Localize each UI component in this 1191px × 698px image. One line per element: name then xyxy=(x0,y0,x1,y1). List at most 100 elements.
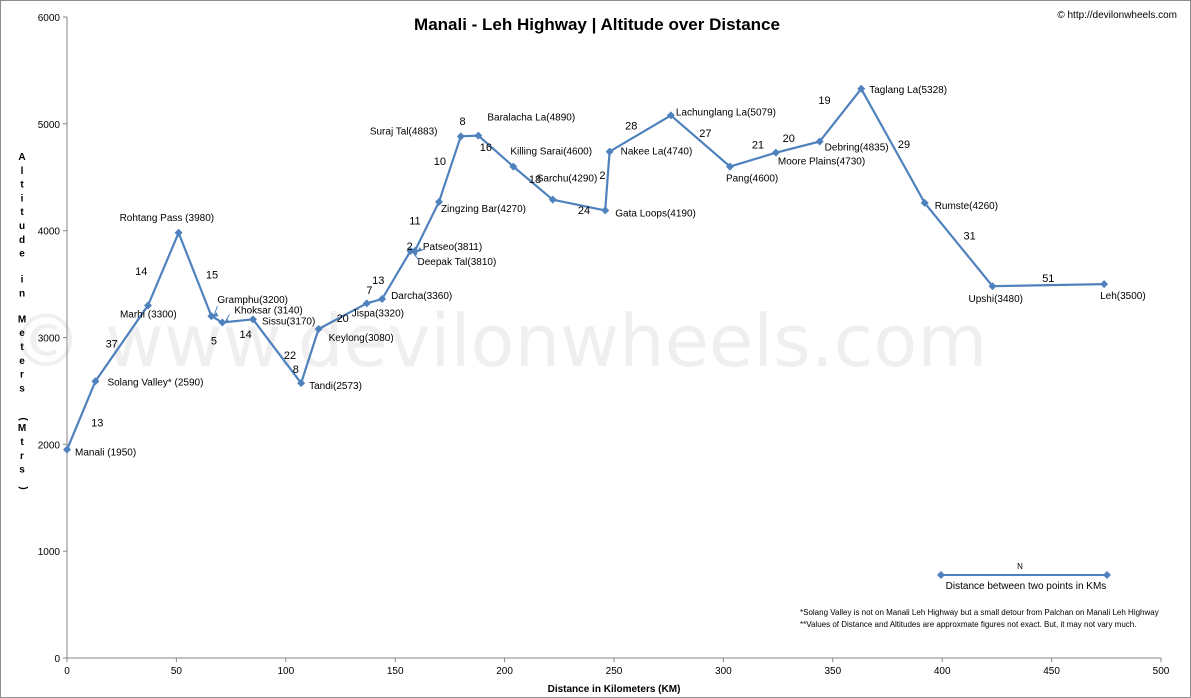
data-point xyxy=(297,379,306,388)
segment-distance-label: 24 xyxy=(578,205,590,217)
segment-distance-label: 18 xyxy=(529,174,541,186)
data-point xyxy=(548,195,557,204)
data-point xyxy=(378,295,387,304)
data-point xyxy=(666,111,675,120)
x-tick-label: 400 xyxy=(934,666,951,677)
x-tick-label: 500 xyxy=(1153,666,1170,677)
data-point xyxy=(362,299,371,308)
y-tick-label: 6000 xyxy=(38,13,61,24)
axis-ticks: 0 50 100 150 200 250 300 350 400 450 5000100020003… xyxy=(38,13,1170,677)
segment-distance-label: 8 xyxy=(460,116,466,128)
data-point xyxy=(1100,280,1109,289)
legend-text: Distance between two points in KMs xyxy=(946,581,1107,592)
point-label: Suraj Tal(4883) xyxy=(370,126,438,137)
point-label: Pang(4600) xyxy=(726,174,778,185)
chart-title: Manali - Leh Highway | Altitude over Dis… xyxy=(414,15,780,34)
data-point xyxy=(815,137,824,146)
point-label: Patseo(3811) xyxy=(423,242,482,253)
y-tick-label: 4000 xyxy=(38,227,61,238)
segment-distance-label: 19 xyxy=(818,95,830,107)
segment-distance-label: 10 xyxy=(434,156,446,168)
x-tick-label: 150 xyxy=(387,666,404,677)
point-label: Khoksar (3140) xyxy=(234,306,302,317)
segment-distance-label: 28 xyxy=(625,121,637,133)
data-point xyxy=(601,206,610,215)
x-tick-label: 350 xyxy=(824,666,841,677)
x-tick-label: 0 xyxy=(64,666,70,677)
callout-arrowhead xyxy=(416,246,422,252)
point-label: Lachunglang La(5079) xyxy=(676,107,776,118)
segment-distance-label: 5 xyxy=(211,335,217,347)
segment-distance-label: 2 xyxy=(407,241,413,253)
data-point xyxy=(207,312,216,321)
segment-distance-label: 29 xyxy=(898,139,910,151)
point-label: Upshi(3480) xyxy=(969,294,1023,305)
data-point xyxy=(771,148,780,157)
legend-sample: N xyxy=(1017,562,1023,571)
callout-arrow xyxy=(212,305,218,318)
segment-distance-label: 21 xyxy=(752,140,764,152)
segment-distance-label: 13 xyxy=(372,275,384,287)
x-axis-title: Distance in Kilometers (KM) xyxy=(548,684,681,695)
data-point xyxy=(509,162,518,171)
segment-distance-label: 20 xyxy=(783,133,795,145)
segment-distance-label: 15 xyxy=(206,269,218,281)
point-label: Gramphu(3200) xyxy=(217,295,288,306)
segment-distance-label: 13 xyxy=(91,417,103,429)
data-point xyxy=(63,445,71,454)
data-point xyxy=(91,377,100,386)
segment-distance-label: 16 xyxy=(480,142,492,154)
data-point xyxy=(218,318,227,327)
y-tick-label: 1000 xyxy=(38,547,61,558)
y-tick-label: 0 xyxy=(54,654,60,665)
segment-distance-label: 8 xyxy=(293,364,299,376)
data-point xyxy=(920,198,929,207)
callout-arrowhead xyxy=(412,251,418,257)
data-point xyxy=(174,228,183,237)
legend-marker-start xyxy=(937,571,945,579)
segment-distance-label: 11 xyxy=(409,215,420,227)
point-label: Killing Sarai(4600) xyxy=(510,147,592,158)
credit-link[interactable]: © http://devilonwheels.com xyxy=(1057,10,1177,21)
point-label: Nakee La(4740) xyxy=(621,147,693,158)
segment-distance-label: 14 xyxy=(135,266,147,278)
data-point xyxy=(725,162,734,171)
callout-arrowhead xyxy=(213,312,219,318)
data-point xyxy=(434,197,443,206)
segment-distance-label: 2 xyxy=(599,170,605,182)
point-label: Debring(4835) xyxy=(825,142,889,153)
footnote-1: *Solang Valley is not on Manali Leh High… xyxy=(800,608,1159,617)
x-tick-label: 100 xyxy=(277,666,294,677)
segment-distance-label: 37 xyxy=(106,338,118,350)
y-tick-label: 3000 xyxy=(38,334,61,345)
point-label: Tandi(2573) xyxy=(309,381,362,392)
legend-marker-end xyxy=(1103,571,1111,579)
x-tick-label: 250 xyxy=(606,666,623,677)
watermark: © www.devilonwheels.com xyxy=(10,299,987,383)
altitude-series-line xyxy=(65,87,1105,451)
legend: N Distance between two points in KMs xyxy=(937,562,1111,592)
point-label: Zingzing Bar(4270) xyxy=(441,204,526,215)
segment-distance-label: 51 xyxy=(1042,273,1054,285)
segment-distance-label: 22 xyxy=(284,350,296,362)
x-tick-label: 50 xyxy=(171,666,183,677)
point-label: Moore Plains(4730) xyxy=(778,157,865,168)
point-labels: Manali (1950) Solang Valley* (2590) Marhi … xyxy=(75,85,1146,459)
data-point xyxy=(406,246,415,255)
data-point xyxy=(988,282,997,291)
segment-distance-label: 27 xyxy=(699,128,711,140)
data-point xyxy=(248,315,257,324)
x-tick-label: 450 xyxy=(1043,666,1060,677)
data-point xyxy=(857,84,866,93)
segment-distance-label: 20 xyxy=(337,313,349,325)
x-tick-label: 200 xyxy=(496,666,513,677)
y-tick-label: 2000 xyxy=(38,440,61,451)
point-label: Leh(3500) xyxy=(1100,291,1146,302)
point-label: Deepak Tal(3810) xyxy=(418,257,497,268)
altitude-markers xyxy=(63,84,1109,454)
annotation-arrows xyxy=(212,246,426,324)
point-label: Solang Valley* (2590) xyxy=(107,377,203,388)
